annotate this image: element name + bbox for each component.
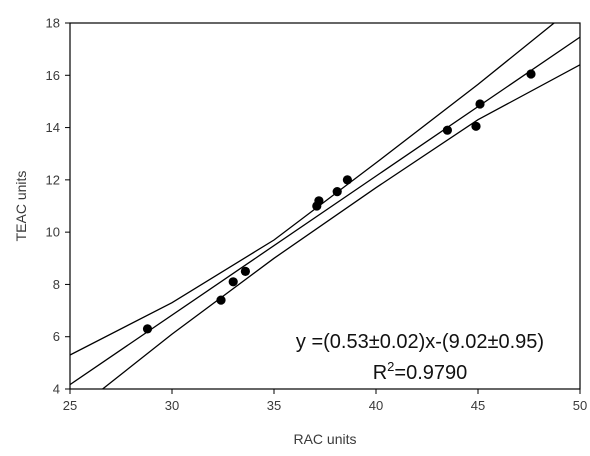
data-point [314,196,324,206]
regression-line-group [70,36,580,386]
data-point [240,266,250,276]
y-tick-label: 12 [46,172,60,187]
y-axis-ticks: 4 6 8 10 12 14 16 18 [46,16,70,397]
data-point [332,187,342,197]
regression-line [70,36,580,386]
r-squared-base: R [373,362,387,384]
data-point [471,121,481,131]
x-tick-label: 25 [63,398,77,413]
upper-confidence-line [70,23,556,356]
y-tick-label: 14 [46,120,60,135]
regression-equation: y =(0.53±0.02)x-(9.02±0.95) [296,331,544,353]
y-tick-label: 4 [53,382,60,397]
y-axis-label: TEAC units [13,171,29,242]
y-tick-label: 16 [46,68,60,83]
data-point [216,295,226,305]
y-tick-label: 8 [53,277,60,292]
x-tick-label: 30 [165,398,179,413]
data-point [142,324,153,334]
r-squared-superscript: 2 [387,359,394,374]
x-axis-label: RAC units [293,431,356,447]
x-tick-label: 45 [471,398,485,413]
data-point [475,99,485,109]
confidence-lines [70,23,580,389]
y-tick-label: 6 [53,329,60,344]
data-point [442,125,452,135]
x-tick-label: 35 [267,398,281,413]
plot-frame [69,22,581,390]
y-tick-label: 18 [46,16,60,31]
r-squared-value: =0.9790 [394,362,467,384]
x-tick-label: 40 [369,398,383,413]
y-tick-label: 10 [46,225,60,240]
data-point [228,277,238,287]
data-point [526,69,536,79]
x-axis-ticks: 25 30 35 40 45 50 [63,389,587,413]
data-point [342,175,352,185]
r-squared-annotation: R2=0.9790 [373,359,468,384]
data-points [142,69,536,334]
x-tick-label: 50 [573,398,587,413]
lower-confidence-line [102,64,580,389]
